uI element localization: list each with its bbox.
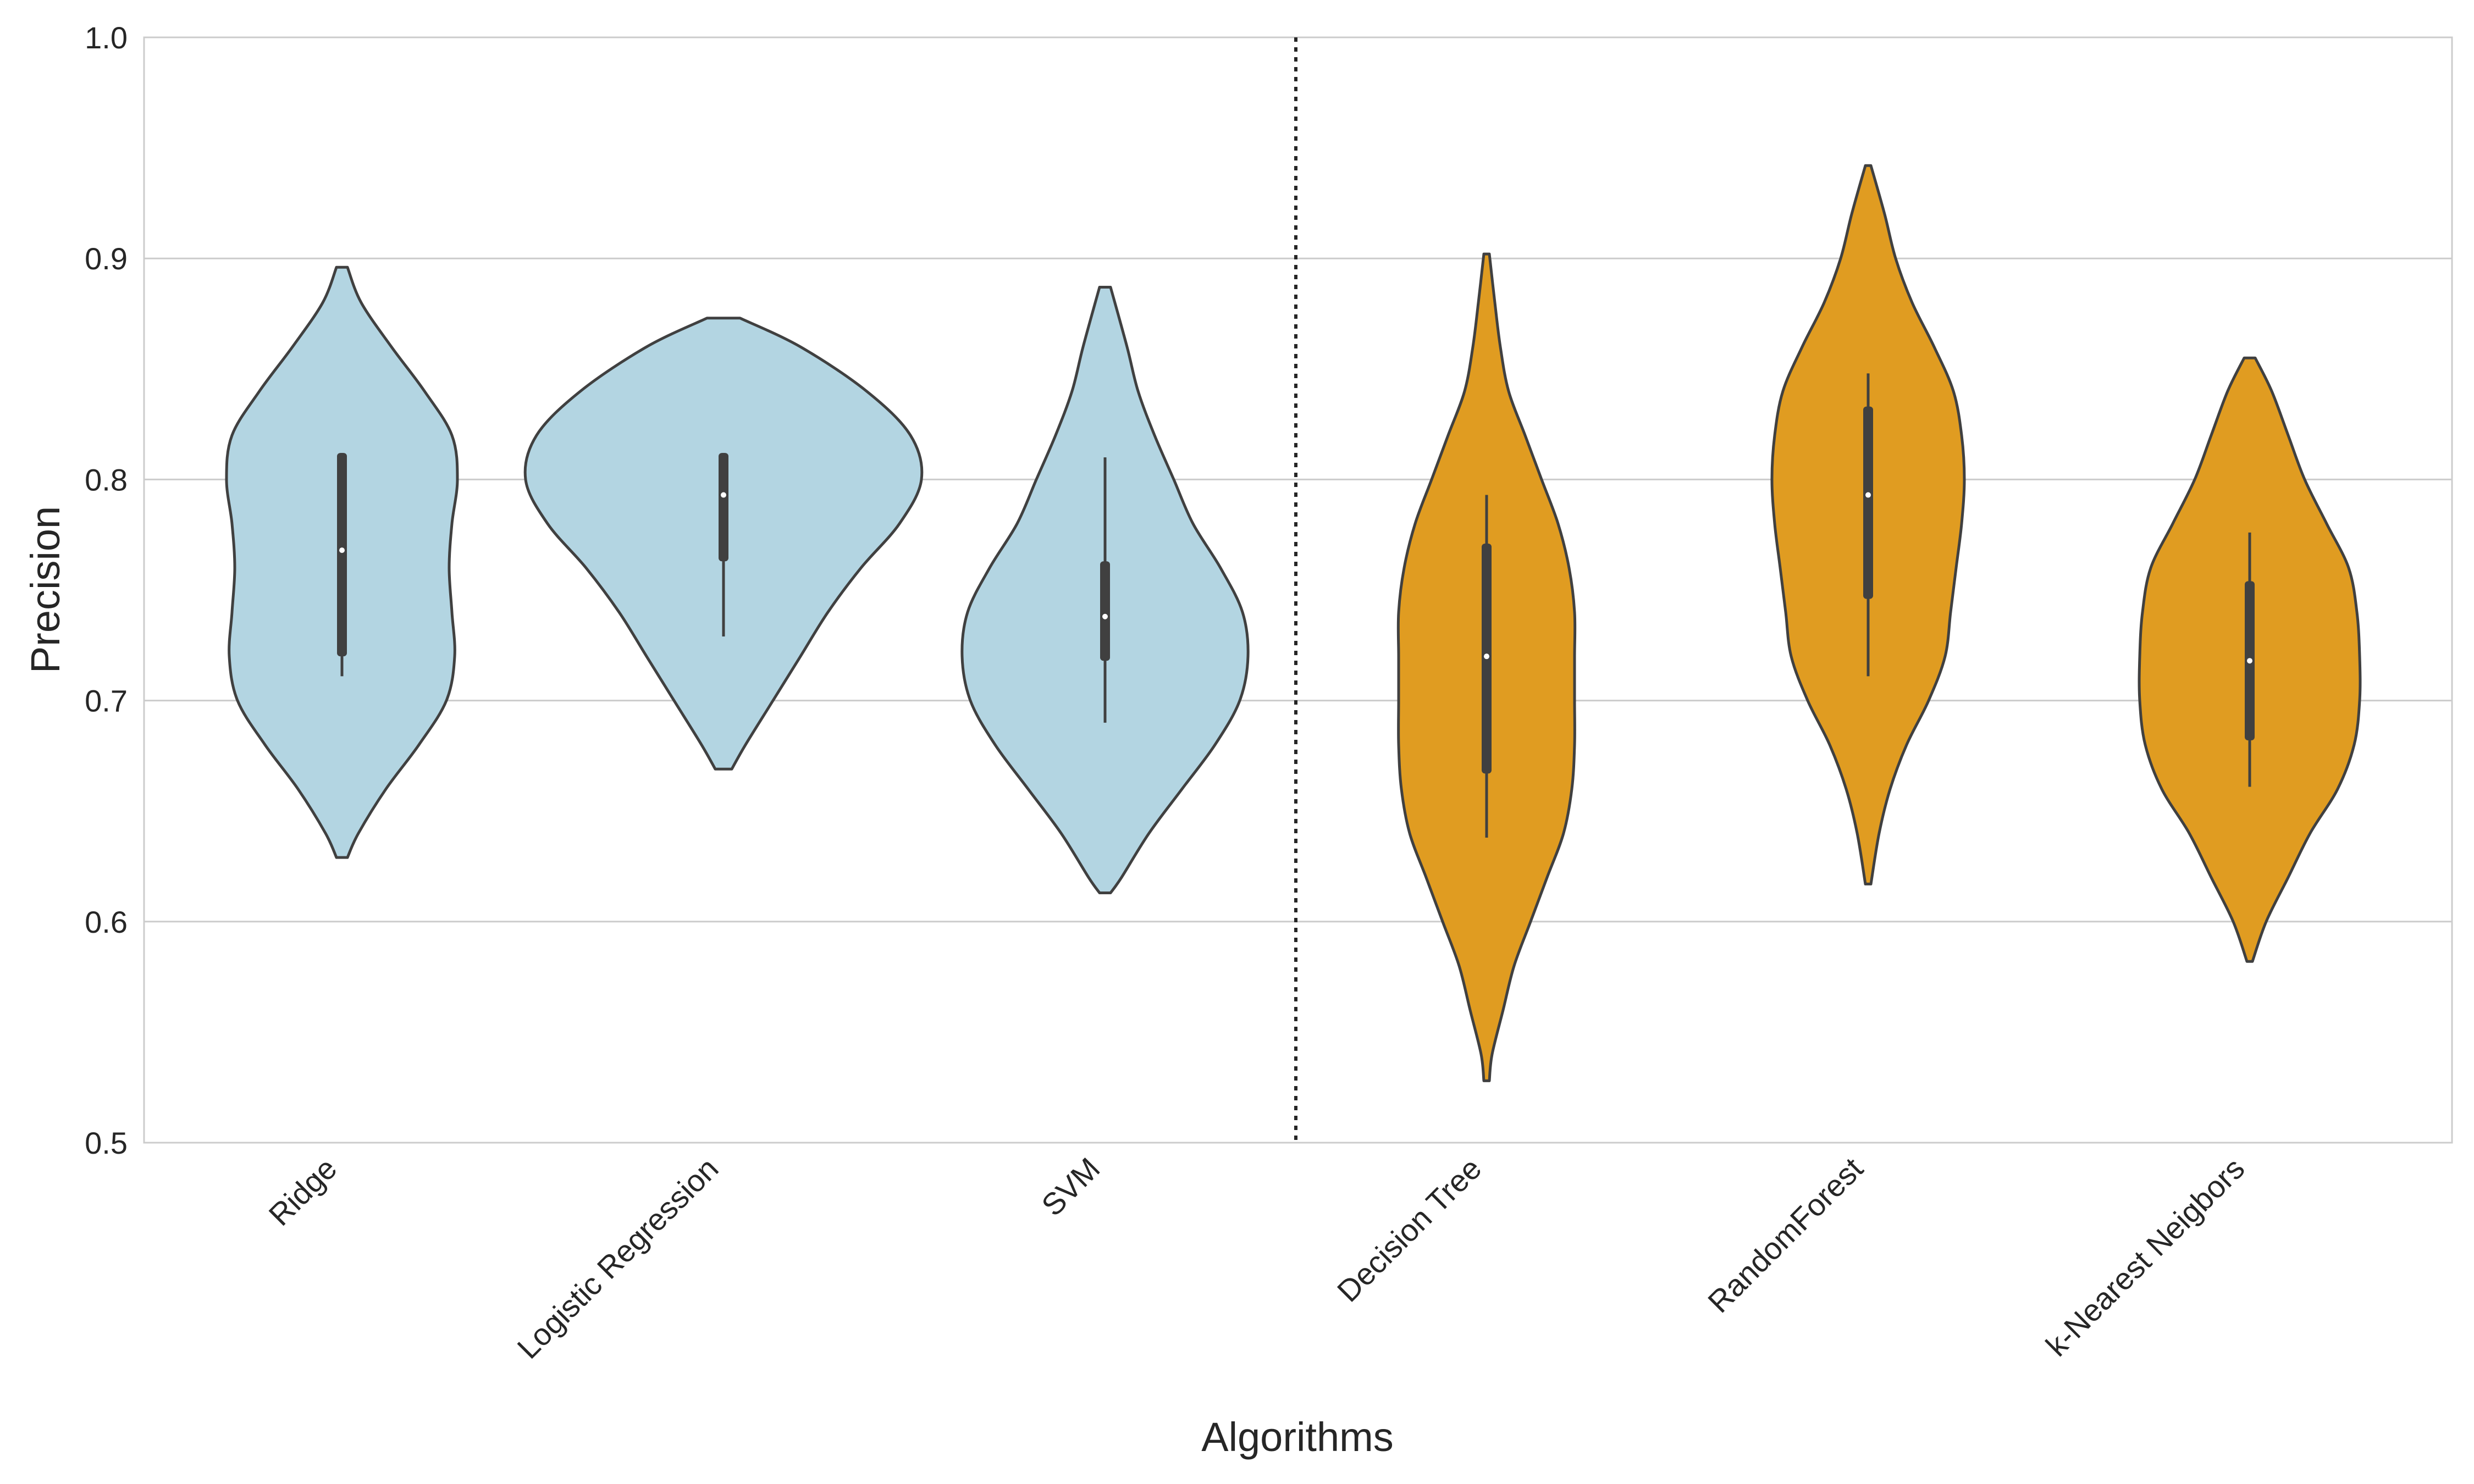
violin-randomforest <box>1770 164 1966 885</box>
y-tick-labels: 0.5 0.6 0.7 0.8 0.9 1.0 <box>85 20 128 1160</box>
x-tick-label-svm: SVM <box>1035 1151 1106 1222</box>
x-tick-labels: Ridge Logistic Regression SVM Decision Tree… <box>262 1151 2251 1365</box>
violin-k-nearest-neigbors <box>2138 356 2362 963</box>
y-tick-label: 0.9 <box>85 241 128 276</box>
x-tick-label-ridge: Ridge <box>262 1151 343 1232</box>
y-tick-label: 0.7 <box>85 684 128 718</box>
x-tick-label-k-nearest-neigbors: k-Nearest Neigbors <box>2039 1151 2251 1363</box>
median-marker <box>1102 613 1108 619</box>
median-marker <box>2247 658 2252 664</box>
y-axis-title: Precision <box>23 506 68 673</box>
y-tick-label: 1.0 <box>85 20 128 55</box>
median-marker <box>1865 492 1871 498</box>
median-marker <box>1484 654 1489 660</box>
y-tick-label: 0.8 <box>85 462 128 497</box>
iqr-box <box>337 453 347 657</box>
violin-decision-tree <box>1396 252 1577 1082</box>
iqr-box <box>719 453 728 562</box>
x-axis-title: Algorithms <box>1201 1414 1394 1460</box>
violins <box>225 164 2362 1082</box>
iqr-box <box>1863 406 1873 599</box>
iqr-box <box>1100 561 1110 661</box>
grid-lines <box>144 36 2452 1144</box>
violin-ridge <box>225 265 459 859</box>
x-tick-label-randomforest: RandomForest <box>1701 1151 1870 1320</box>
plot-frame <box>143 36 2453 1144</box>
violin-svm <box>960 285 1250 895</box>
x-tick-label-decision-tree: Decision Tree <box>1330 1151 1488 1309</box>
y-tick-label: 0.5 <box>85 1126 128 1160</box>
violin-logistic-regression <box>523 317 924 771</box>
median-marker <box>721 492 726 498</box>
x-tick-label-logistic-regression: Logistic Regression <box>510 1151 725 1365</box>
median-marker <box>339 547 345 553</box>
y-tick-label: 0.6 <box>85 905 128 939</box>
